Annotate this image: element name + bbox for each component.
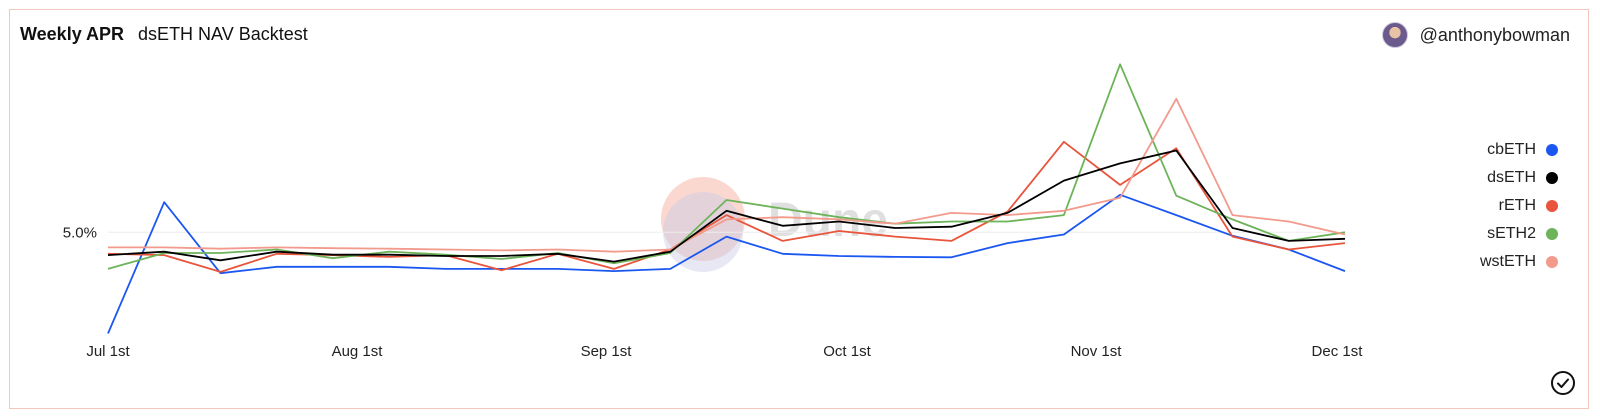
chart-legend: cbETH dsETH rETH sETH2 wstETH	[1480, 140, 1558, 272]
series-layer	[107, 63, 1346, 334]
chart-subtitle: dsETH NAV Backtest	[138, 24, 308, 44]
legend-item-dseth[interactable]: dsETH	[1487, 168, 1558, 188]
legend-swatch	[1546, 144, 1558, 156]
chart-header: Weekly APR dsETH NAV Backtest	[20, 24, 308, 45]
author-name: @anthonybowman	[1419, 24, 1570, 45]
author-link[interactable]: @anthonybowman	[1381, 22, 1570, 48]
legend-swatch	[1546, 172, 1558, 184]
x-tick-label: Jul 1st	[86, 343, 130, 360]
legend-label: dsETH	[1487, 169, 1536, 186]
x-tick-label: Dec 1st	[1312, 343, 1364, 360]
legend-swatch	[1546, 200, 1558, 212]
legend-label: rETH	[1498, 197, 1536, 214]
x-tick-label: Sep 1st	[581, 343, 633, 360]
y-tick-label: 5.0%	[63, 224, 97, 241]
checkmark-circle-icon[interactable]	[1550, 370, 1576, 396]
watermark-circle-top	[661, 177, 745, 261]
avatar	[1381, 22, 1408, 48]
series-line-dseth[interactable]	[107, 149, 1346, 263]
x-axis-ticks: Jul 1st Aug 1st Sep 1st Oct 1st Nov 1st Dec 1…	[86, 343, 1363, 360]
legend-item-seth2[interactable]: sETH2	[1487, 224, 1558, 244]
legend-swatch	[1546, 256, 1558, 268]
legend-item-reth[interactable]: rETH	[1499, 196, 1558, 216]
chart-title: Weekly APR	[20, 24, 125, 44]
legend-label: sETH2	[1487, 225, 1536, 242]
series-line-wsteth[interactable]	[108, 97, 1346, 253]
chart-card: Weekly APR dsETH NAV Backtest @anthonybo…	[9, 9, 1589, 409]
legend-item-wsteth[interactable]: wstETH	[1480, 252, 1558, 272]
x-tick-label: Oct 1st	[823, 343, 871, 360]
series-line-cbeth[interactable]	[107, 193, 1346, 334]
dune-watermark: Dune	[661, 177, 888, 272]
legend-item-cbeth[interactable]: cbETH	[1487, 140, 1558, 160]
series-line-seth2[interactable]	[107, 63, 1346, 270]
legend-label: cbETH	[1487, 141, 1536, 158]
legend-swatch	[1546, 228, 1558, 240]
legend-label: wstETH	[1480, 253, 1536, 270]
y-axis-ticks: 5.0%	[63, 224, 97, 241]
x-tick-label: Nov 1st	[1071, 343, 1123, 360]
x-tick-label: Aug 1st	[332, 343, 384, 360]
